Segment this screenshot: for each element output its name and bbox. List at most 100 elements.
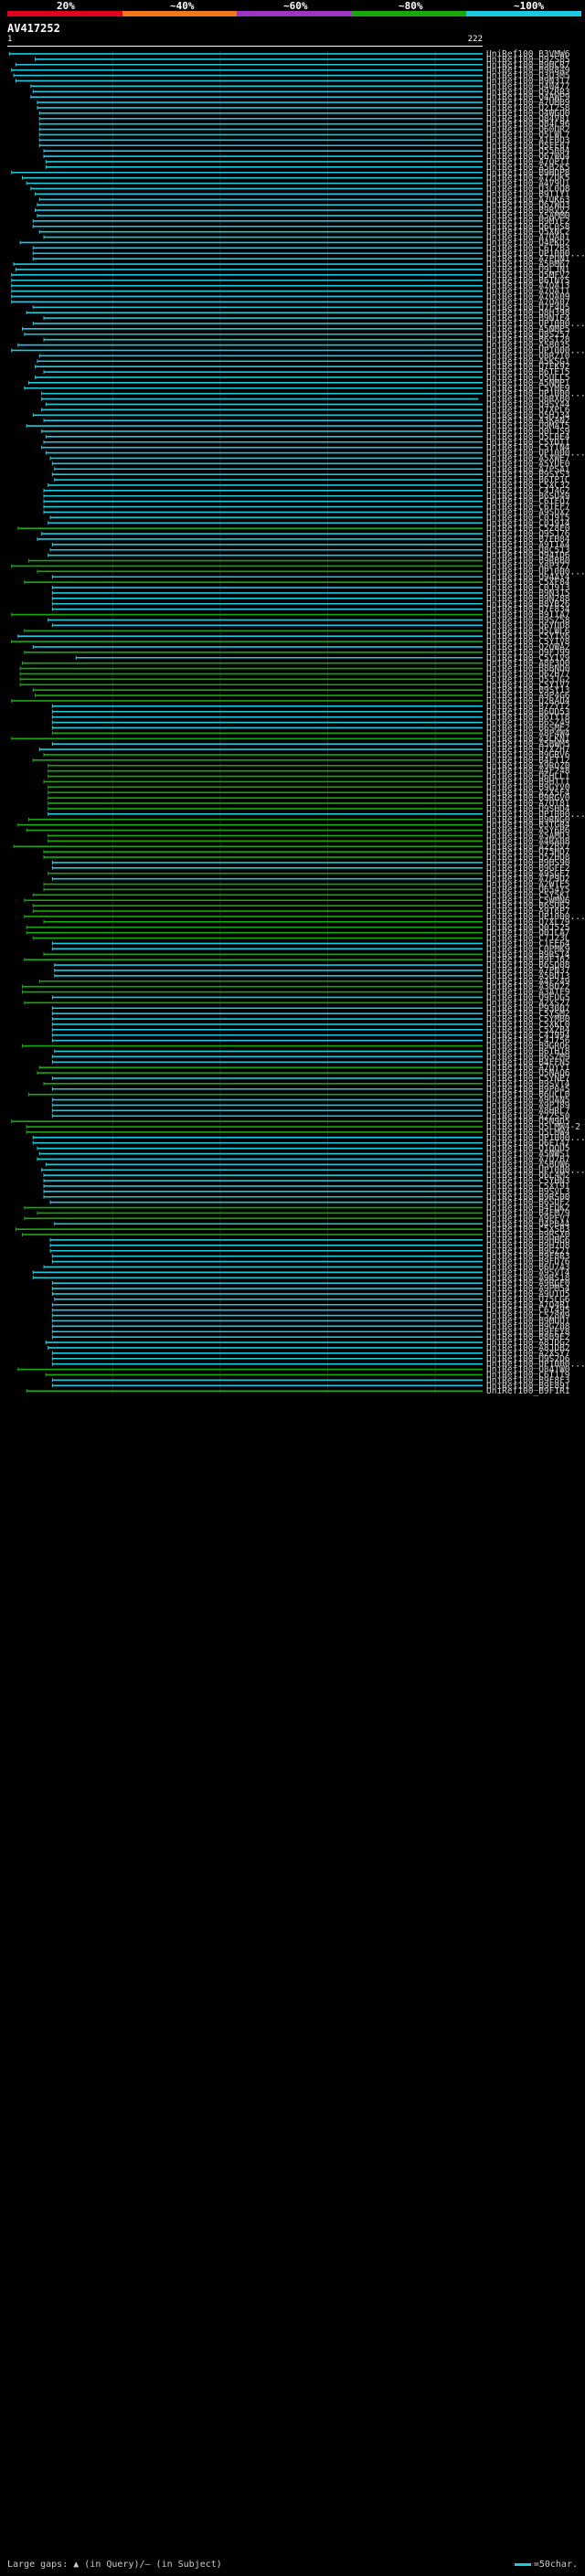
- hit-label[interactable]: UniRef100_B9R849: [486, 66, 570, 76]
- hit-label[interactable]: UniRef100_A9RGF0: [486, 1278, 570, 1288]
- hit-label[interactable]: UniRef100_B6TE15: [486, 367, 570, 377]
- hit-label[interactable]: UniRef100_Q3Q3M5: [486, 71, 570, 81]
- hit-label[interactable]: UniRef100_A2X5F4: [486, 788, 570, 798]
- hit-label[interactable]: UniRef100_C7J23L: [486, 934, 570, 944]
- hit-label[interactable]: UniRef100_B4FQK2: [486, 1203, 570, 1214]
- hit-label[interactable]: UniRef100_B6SZM9: [486, 1052, 570, 1062]
- hit-label[interactable]: UniRef100_UP1000...: [486, 345, 585, 355]
- hit-label[interactable]: UniRef100_B9GRV6: [486, 750, 570, 760]
- hit-label[interactable]: UniRef100_Q5XNC2: [486, 228, 570, 238]
- hit-label[interactable]: UniRef100_B9GYV0: [486, 782, 570, 792]
- hit-label[interactable]: UniRef100_C4J994: [486, 1031, 570, 1041]
- hit-label[interactable]: UniRef100_B9F1R1: [486, 1386, 570, 1396]
- hit-label[interactable]: UniRef100_A3BU22: [486, 982, 570, 992]
- hit-label[interactable]: UniRef100_Q60UR2: [486, 125, 570, 135]
- hit-label[interactable]: UniRef100_B9SZ58: [486, 615, 570, 625]
- hit-label[interactable]: UniRef100_B6TNY5: [486, 276, 570, 286]
- hit-label[interactable]: UniRef100_UP1000...: [486, 319, 585, 329]
- hit-label[interactable]: UniRef100_B9HHG6: [486, 1235, 570, 1246]
- hit-label[interactable]: UniRef100_Q5ZHQ8: [486, 853, 570, 863]
- hit-label[interactable]: UniRef100_B6SQ62: [486, 901, 570, 911]
- hit-label[interactable]: UniRef100_B6TP1C: [486, 475, 570, 485]
- hit-label[interactable]: UniRef100_A9PM54: [486, 1284, 570, 1294]
- hit-label[interactable]: UniRef100_Q7F834: [486, 605, 570, 615]
- hit-label[interactable]: UniRef100_A5BWM5: [486, 739, 570, 749]
- hit-label[interactable]: UniRef100_B9F891: [486, 1381, 570, 1391]
- hit-label[interactable]: UniRef100_C4J4G2: [486, 486, 570, 496]
- hit-label[interactable]: UniRef100_B3TGR4: [486, 821, 570, 831]
- hit-label[interactable]: UniRef100_Q7F4Q5: [486, 302, 570, 313]
- hit-label[interactable]: UniRef100_B9SVT4: [486, 1079, 570, 1089]
- hit-label[interactable]: UniRef100_A4RA08: [486, 836, 570, 846]
- hit-label[interactable]: UniRef100_Q4AWP9: [486, 92, 570, 102]
- hit-label[interactable]: UniRef100_C6T1T9: [486, 1370, 570, 1380]
- hit-label[interactable]: UniRef100_A9RS18: [486, 1273, 570, 1283]
- hit-label[interactable]: UniRef100_C5YTN4: [486, 443, 570, 453]
- hit-label[interactable]: UniRef100_A8P3Z7: [486, 561, 570, 571]
- hit-label[interactable]: UniRef100_C5Y1V9: [486, 653, 570, 663]
- hit-label[interactable]: UniRef100_A9PFV7: [486, 1214, 570, 1224]
- hit-label[interactable]: UniRef100_A7PSA1: [486, 464, 570, 474]
- hit-label[interactable]: UniRef100_C0J914: [486, 518, 570, 528]
- hit-label[interactable]: UniRef100_C5XT91: [486, 1182, 570, 1192]
- hit-label[interactable]: UniRef100_B9N315: [486, 588, 570, 599]
- hit-label[interactable]: UniRef100_B6SI28: [486, 335, 570, 345]
- hit-label[interactable]: UniRef100_Q75LG6: [486, 1295, 570, 1305]
- hit-label[interactable]: UniRef100_A8JDG2: [486, 1338, 570, 1348]
- hit-label[interactable]: UniRef100_B6SUF2: [486, 1198, 570, 1208]
- hit-label[interactable]: UniRef100_C5WMN6: [486, 896, 570, 906]
- hit-label[interactable]: UniRef100_A7UMB9: [486, 98, 570, 108]
- hit-label[interactable]: UniRef100_B9IIA7: [486, 610, 570, 620]
- hit-label[interactable]: UniRef100_A7ZUK5: [486, 174, 570, 184]
- hit-label[interactable]: UniRef100_Q84V81: [486, 114, 570, 124]
- hit-label[interactable]: UniRef100_A9UAN5: [486, 1096, 570, 1106]
- hit-label[interactable]: UniRef100_B7ZYT2: [486, 702, 570, 712]
- hit-label[interactable]: UniRef100_Q75HD7: [486, 847, 570, 857]
- hit-label[interactable]: UniRef100_Q94ID6: [486, 551, 570, 561]
- hit-label[interactable]: UniRef100_A9SQX2: [486, 507, 570, 517]
- hit-label[interactable]: UniRef100_C5YNP7: [486, 1074, 570, 1084]
- hit-label[interactable]: UniRef100_C6T2B3: [486, 243, 570, 253]
- hit-label[interactable]: UniRef100_A7Q4R1: [486, 1300, 570, 1310]
- hit-label[interactable]: UniRef100_B4FFN5: [486, 1057, 570, 1067]
- hit-label[interactable]: UniRef100_Q4WGU0: [486, 109, 570, 119]
- hit-label[interactable]: UniRef100_Q5LMW4: [486, 1128, 570, 1138]
- hit-label[interactable]: UniRef100_Q0JLA7: [486, 928, 570, 938]
- hit-label[interactable]: UniRef100_A8P3Q0: [486, 659, 570, 669]
- hit-label[interactable]: UniRef100_A5B035: [486, 341, 570, 351]
- hit-label[interactable]: UniRef100_B9RS00: [486, 1193, 570, 1203]
- hit-label[interactable]: UniRef100_Q5ULL5: [486, 373, 570, 383]
- hit-label[interactable]: UniRef100_B9F8F3: [486, 1375, 570, 1385]
- hit-label[interactable]: UniRef100_C5Y5K1: [486, 890, 570, 900]
- hit-label[interactable]: UniRef100_A2WTE5: [486, 880, 570, 890]
- hit-label[interactable]: UniRef100_Q9SJ76: [486, 529, 570, 539]
- hit-label[interactable]: UniRef100_B9MYF2: [486, 217, 570, 227]
- hit-label[interactable]: UniRef100_B6TH18: [486, 1046, 570, 1056]
- hit-label[interactable]: UniRef100_C6TEF7: [486, 503, 570, 513]
- hit-label[interactable]: UniRef100_UP1000...: [486, 449, 585, 459]
- hit-label[interactable]: UniRef100_Q5L0E4: [486, 432, 570, 442]
- hit-label[interactable]: UniRef100_B6U743: [486, 1262, 570, 1272]
- hit-label[interactable]: UniRef100_Q5HJ34: [486, 410, 570, 420]
- hit-label[interactable]: UniRef100_UP1000...: [486, 912, 585, 922]
- hit-label[interactable]: UniRef100_C5Z8N9: [486, 1311, 570, 1321]
- hit-label[interactable]: UniRef100_B9FEY8: [486, 1327, 570, 1337]
- hit-label[interactable]: UniRef100_A2ZBV7: [486, 842, 570, 852]
- hit-label[interactable]: UniRef100_A7P9U2: [486, 875, 570, 885]
- hit-label[interactable]: UniRef100_B9RBB0: [486, 557, 570, 567]
- hit-label[interactable]: UniRef100_Q8C513: [486, 546, 570, 556]
- hit-label[interactable]: UniRef100_Q5LWL7: [486, 130, 570, 140]
- hit-label[interactable]: UniRef100_Q9ZS85: [486, 55, 570, 65]
- hit-label[interactable]: UniRef100_B8BND0: [486, 664, 570, 674]
- hit-label[interactable]: UniRef100_B9GZ21: [486, 1246, 570, 1256]
- hit-label[interactable]: UniRef100_A8P4W4: [486, 728, 570, 738]
- hit-label[interactable]: UniRef100_C5YME9: [486, 384, 570, 394]
- hit-label[interactable]: UniRef100_B9SY13: [486, 685, 570, 695]
- hit-label[interactable]: UniRef100_A7UK63: [486, 195, 570, 205]
- hit-label[interactable]: UniRef100_UP1000...: [486, 1133, 585, 1143]
- hit-label[interactable]: UniRef100_B9FJ62: [486, 955, 570, 965]
- hit-label[interactable]: UniRef100_B9SYS3: [486, 470, 570, 480]
- hit-label[interactable]: UniRef100_UP1000...: [486, 810, 585, 820]
- hit-label[interactable]: UniRef100_Q40477: [486, 81, 570, 91]
- hit-label[interactable]: UniRef100_A5NMP1: [486, 378, 570, 388]
